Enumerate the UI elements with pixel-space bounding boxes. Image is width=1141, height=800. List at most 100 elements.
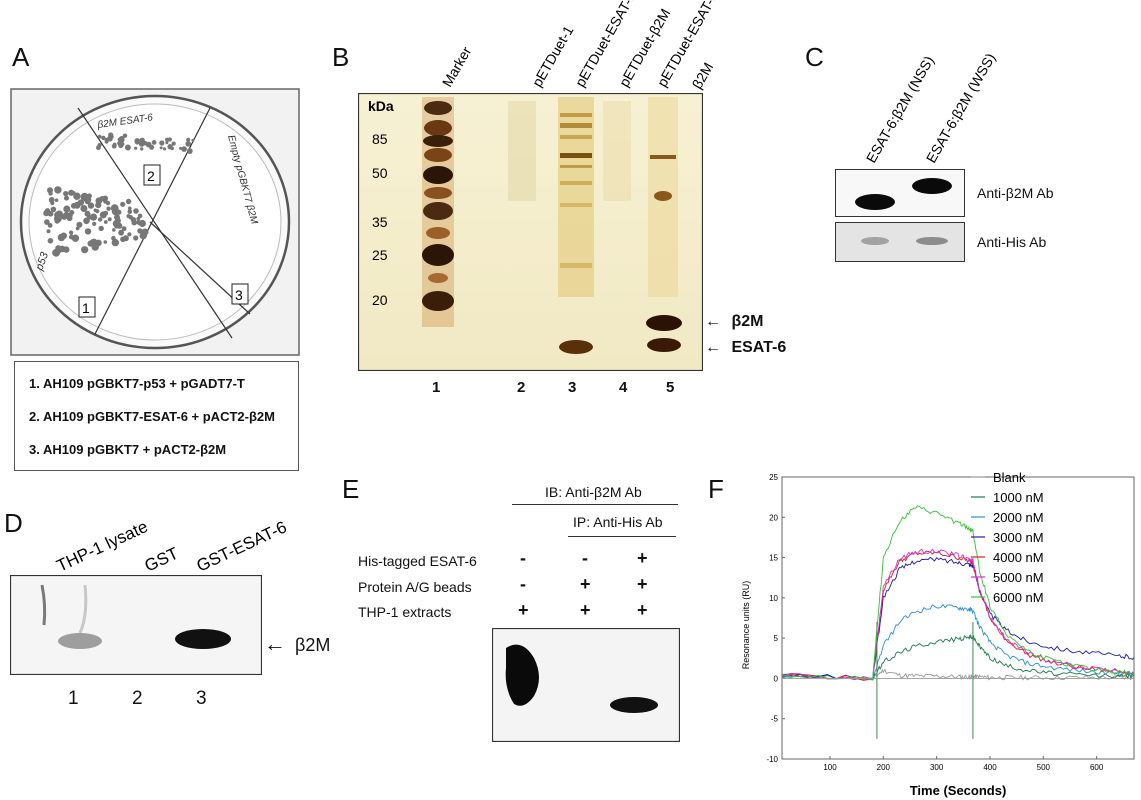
series-line-5000-nm — [781, 548, 1135, 681]
y-tick-label: 5 — [774, 634, 779, 643]
row-label-his: His-tagged ESAT-6 — [358, 553, 477, 569]
lane-header-marker: Marker — [439, 43, 475, 89]
ip-blot — [492, 628, 680, 742]
colony — [142, 140, 148, 146]
legend-item-2: 2. AH109 pGBKT7-ESAT-6 + pACT2-β2M — [29, 409, 275, 424]
colony — [105, 140, 109, 143]
colony — [96, 145, 101, 151]
lane-header-thp1: THP-1 lysate — [54, 517, 151, 576]
y-tick-label: 25 — [769, 473, 778, 482]
colony — [188, 150, 192, 155]
colony — [63, 205, 71, 213]
sign-r2c3: + — [637, 574, 648, 594]
colony — [136, 220, 141, 225]
colony — [97, 134, 102, 139]
lane-number-3: 3 — [568, 379, 577, 396]
band-arrow-b2m: ← β2M — [705, 313, 763, 331]
colony — [57, 233, 66, 242]
colony — [73, 192, 81, 200]
lane-header-nss: ESAT-6:β2M (NSS) — [863, 53, 937, 165]
colony — [111, 207, 120, 216]
x-axis-label: Time (Seconds) — [910, 783, 1007, 798]
lane-header-gst-esat6: GST-ESAT-6 — [194, 517, 290, 575]
colony — [120, 201, 126, 207]
panel-e-label: E — [342, 474, 360, 504]
lane-header-esat6-b2m-2: β2M — [689, 60, 717, 92]
x-tick-label: 100 — [823, 763, 837, 772]
ip-line — [568, 536, 676, 537]
colony — [54, 218, 60, 224]
colony — [63, 191, 69, 197]
yeast-colonies — [43, 132, 195, 257]
colony — [55, 210, 63, 219]
colony — [134, 139, 140, 145]
kda-label: kDa — [368, 98, 394, 114]
legend-label: 6000 nM — [993, 590, 1044, 605]
y-axis-label: Resonance units (RU) — [741, 581, 751, 670]
arrow-left-icon: ← — [264, 631, 286, 656]
legend-item-1: 1. AH109 pGBKT7-p53 + pGADT7-T — [29, 376, 245, 391]
colony — [103, 210, 109, 216]
row-label-thp1: THP-1 extracts — [358, 604, 452, 620]
colony — [71, 191, 76, 195]
x-tick-label: 300 — [930, 763, 944, 772]
blot-anti-his — [835, 222, 965, 262]
colony — [141, 228, 149, 236]
lane-number-4: 4 — [619, 379, 628, 396]
panel-a-legend-box: 1. AH109 pGBKT7-p53 + pGADT7-T 2. AH109 … — [14, 361, 299, 471]
marker-25: 25 — [372, 247, 388, 263]
colony — [69, 230, 74, 235]
ib-label: IB: Anti-β2M Ab — [545, 484, 642, 500]
lane-number-d2: 2 — [132, 688, 143, 709]
colony — [137, 228, 143, 234]
legend-label: 5000 nM — [993, 570, 1044, 585]
colony — [97, 217, 103, 222]
lane-header-wss: ESAT-6:β2M (WSS) — [923, 50, 999, 165]
sector-divider — [77, 107, 233, 339]
colony — [106, 206, 111, 211]
sector-label-1: 1 — [82, 300, 90, 316]
colony — [84, 210, 91, 217]
sector-label-2: 2 — [147, 168, 155, 184]
lane-number-2: 2 — [517, 379, 526, 396]
silver-stain-gel: kDa 85 50 35 25 20 — [358, 93, 703, 371]
ip-label: IP: Anti-His Ab — [573, 514, 663, 530]
legend-label: 2000 nM — [993, 510, 1044, 525]
colony — [65, 213, 69, 217]
lane-number-5: 5 — [666, 379, 675, 396]
panel-f-label: F — [708, 474, 724, 504]
ib-line — [512, 504, 678, 505]
row-label-beads: Protein A/G beads — [358, 579, 472, 595]
y-tick-label: 0 — [774, 674, 779, 683]
colony — [181, 146, 187, 152]
colony — [191, 138, 195, 142]
colony — [114, 217, 121, 224]
colony — [50, 201, 55, 206]
lane-3 — [558, 97, 594, 354]
colony — [124, 144, 131, 151]
colony — [54, 198, 59, 202]
spr-sensorgram: -10 -5 0 5 10 15 20 25 100 200 300 400 500 600 Resona… — [741, 470, 1135, 798]
colony — [63, 246, 70, 253]
colony — [87, 240, 94, 247]
marker-35: 35 — [372, 214, 388, 230]
sign-r2c2: + — [580, 574, 591, 594]
legend-item-3: 3. AH109 pGBKT7 + pACT2-β2M — [29, 442, 227, 457]
panel-a-label: A — [12, 42, 30, 72]
lane-number-1: 1 — [432, 379, 441, 396]
legend-label: Blank — [993, 470, 1026, 485]
colony — [171, 141, 176, 146]
y-tick-label: 20 — [769, 513, 778, 522]
y-tick-label: 10 — [769, 594, 778, 603]
colony — [134, 146, 138, 150]
colony — [75, 226, 80, 231]
lane-header-petduet1: pETDuet-1 — [529, 23, 577, 90]
marker-85: 85 — [372, 131, 388, 147]
colony — [84, 228, 92, 235]
legend-label: 4000 nM — [993, 550, 1044, 565]
colony — [64, 195, 69, 201]
colony — [133, 235, 139, 241]
sign-r1c3: + — [637, 548, 648, 568]
colony — [112, 228, 116, 232]
sector-label-3: 3 — [235, 287, 243, 303]
